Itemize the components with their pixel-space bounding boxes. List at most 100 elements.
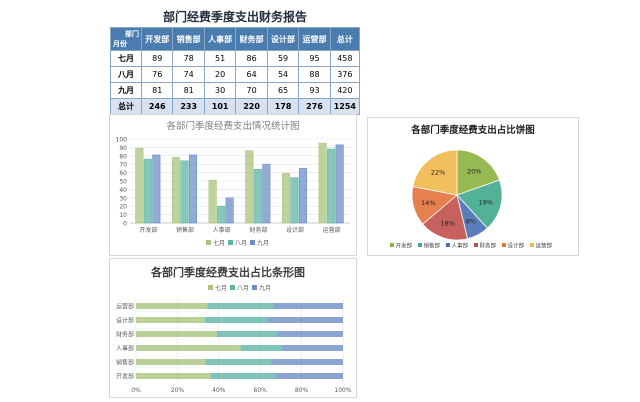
legend-label: 九月: [257, 239, 269, 247]
table-corner-header: 部门 月份: [110, 27, 142, 51]
legend-label: 八月: [235, 240, 247, 247]
legend-swatch: [252, 285, 257, 290]
table-cell: 376: [329, 66, 361, 83]
y-tick-label: 10: [119, 212, 127, 219]
bar-七月: [318, 142, 327, 224]
table-cell: 74: [172, 66, 205, 83]
bar-九月: [335, 144, 344, 224]
table-cell: 178: [266, 98, 300, 115]
pie-data-label: 8%: [466, 218, 476, 226]
column-header: 财务部: [235, 27, 268, 51]
column-header: 设计部: [266, 27, 300, 51]
table-cell: 93: [298, 82, 331, 99]
pie-data-label: 22%: [431, 169, 445, 177]
legend-label: 八月: [237, 285, 249, 292]
pie-data-label: 14%: [421, 199, 435, 207]
table-cell: 1254: [329, 98, 361, 115]
chart-title: 各部门季度经费支出占比条形图: [150, 265, 305, 279]
bar-八月: [217, 205, 226, 224]
table-cell: 70: [235, 82, 268, 99]
legend-label: 七月: [213, 239, 225, 247]
table-cell: 81: [172, 82, 205, 99]
bar-七月: [245, 150, 254, 224]
legend-label: 九月: [259, 284, 271, 292]
bar-七月: [208, 179, 217, 224]
bar-七月: [135, 147, 144, 224]
legend-label: 设计部: [508, 242, 525, 250]
pie-data-label: 19%: [479, 199, 493, 207]
y-tick-label: 财务部: [116, 331, 134, 339]
table-row: 九月 81 81 30 70 65 93 420: [110, 82, 361, 99]
bar-segment-八月: [216, 331, 278, 337]
bar-八月: [253, 168, 262, 224]
corner-dept-label: 部门: [125, 30, 139, 38]
x-tick-label: 财务部: [249, 226, 267, 234]
bar-segment-七月: [136, 373, 211, 379]
y-tick-label: 90: [119, 145, 127, 152]
bar-segment-九月: [277, 331, 343, 337]
pie-slice-销售部: [456, 179, 503, 229]
bar-九月: [298, 168, 308, 224]
legend-label: 开发部: [396, 242, 413, 250]
row-label: 九月: [110, 82, 142, 99]
legend-swatch: [446, 243, 450, 247]
legend-swatch: [390, 243, 394, 247]
row-label: 八月: [110, 66, 142, 83]
x-tick-label: 80%: [295, 387, 309, 394]
table-row: 七月 89 78 51 86 59 95 458: [110, 50, 361, 67]
legend-label: 人事部: [452, 242, 469, 250]
legend-swatch: [530, 243, 534, 247]
x-tick-label: 60%: [254, 387, 268, 394]
column-chart-panel: 各部门季度经费支出情况统计图 0 10 20 30 40 50 60 70 80 90 100 开发部 销…: [109, 114, 357, 256]
pie-chart-panel: 各部门季度经费支出占比饼图 20% 19% 8% 18% 14% 22% 开发部 销售部 人事部 财…: [367, 117, 579, 256]
table-cell: 86: [235, 50, 268, 67]
column-header: 人事部: [203, 27, 237, 51]
bar-九月: [188, 154, 198, 224]
row-label: 七月: [110, 50, 142, 67]
table-cell: 51: [203, 50, 237, 67]
y-tick-label: 80: [119, 153, 127, 160]
column-header: 开发部: [140, 27, 174, 51]
bar-七月: [171, 157, 181, 224]
table-row: 八月 76 74 20 64 54 88 376: [110, 66, 361, 83]
bar-segment-八月: [240, 345, 282, 351]
x-tick-label: 运营部: [323, 226, 341, 234]
table-cell: 220: [235, 98, 268, 115]
report-table: 部门 月份 开发部 销售部 人事部 财务部 设计部 运营部 总计 七月 89 7…: [110, 27, 361, 115]
bar-九月: [225, 197, 234, 224]
report-title: 部门经费季度支出财务报告: [162, 10, 307, 24]
legend-label: 七月: [215, 284, 227, 292]
column-header: 总计: [329, 27, 361, 51]
legend-swatch: [206, 240, 211, 245]
bar-九月: [152, 154, 161, 224]
bar-segment-七月: [136, 345, 241, 351]
bar-segment-七月: [136, 331, 217, 337]
table-cell: 420: [329, 82, 361, 99]
y-tick-label: 40: [119, 187, 127, 194]
x-tick-label: 40%: [212, 387, 226, 394]
y-tick-label: 70: [119, 162, 127, 169]
bar-segment-八月: [207, 303, 274, 309]
table-cell: 65: [266, 82, 300, 99]
chart-title: 各部门季度经费支出占比饼图: [410, 124, 535, 136]
table-cell: 246: [140, 98, 174, 115]
bar-segment-八月: [204, 317, 268, 323]
table-cell: 95: [298, 50, 331, 67]
x-tick-label: 开发部: [139, 226, 157, 234]
bar-segment-八月: [205, 359, 272, 365]
bar-九月: [262, 163, 271, 224]
bar-segment-九月: [271, 359, 343, 365]
pie-chart: 各部门季度经费支出占比饼图 20% 19% 8% 18% 14% 22% 开发部 销售部 人事部 财…: [390, 124, 553, 250]
legend-swatch: [502, 243, 506, 247]
table-row-total: 总计 246 233 101 220 178 276 1254: [110, 98, 361, 115]
stacked-bar-chart-panel: 各部门季度经费支出占比条形图 七月 八月 九月 0% 20% 40% 60% 80% 100% 开发…: [109, 258, 357, 398]
y-tick-label: 100: [116, 137, 128, 144]
bar-segment-九月: [267, 317, 343, 323]
legend-swatch: [474, 243, 478, 247]
y-tick-label: 30: [119, 195, 127, 202]
x-tick-label: 100%: [334, 387, 351, 394]
bar-segment-七月: [136, 303, 208, 309]
x-tick-label: 设计部: [286, 226, 304, 234]
